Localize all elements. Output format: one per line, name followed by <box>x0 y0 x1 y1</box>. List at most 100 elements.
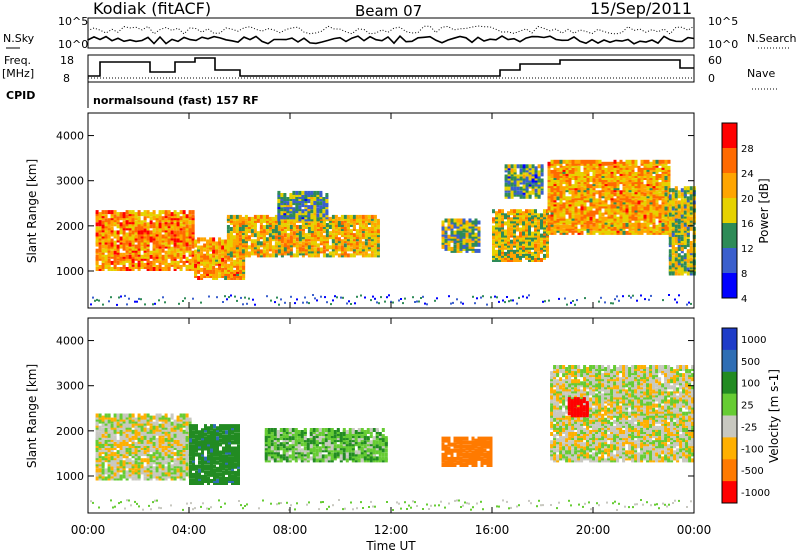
range-cell <box>607 178 611 183</box>
range-cell <box>137 236 141 241</box>
range-cell <box>589 184 593 189</box>
range-cell <box>110 240 114 245</box>
range-cell <box>658 159 662 164</box>
range-cell <box>649 230 653 235</box>
range-cell <box>221 253 225 258</box>
range-cell <box>595 208 599 213</box>
range-cell <box>203 253 207 258</box>
range-cell <box>125 470 129 475</box>
range-cell <box>104 258 108 263</box>
range-cell <box>604 172 608 176</box>
range-cell <box>547 188 551 193</box>
range-cell <box>146 427 150 432</box>
range-cell <box>125 435 129 440</box>
ground-scatter-cell <box>364 296 366 299</box>
range-cell <box>652 194 656 199</box>
range-cell <box>556 184 560 189</box>
range-cell <box>583 172 587 176</box>
range-cell <box>677 218 681 223</box>
range-cell <box>155 248 159 253</box>
range-cell <box>507 192 511 197</box>
range-cell <box>504 251 507 256</box>
range-cell <box>242 272 246 276</box>
range-cell <box>507 182 511 187</box>
range-cell <box>233 272 237 276</box>
range-cell <box>592 222 596 227</box>
range-cell <box>110 210 114 215</box>
range-cell <box>125 419 129 424</box>
range-cell <box>200 259 204 264</box>
range-cell <box>522 231 525 236</box>
ground-scatter-cell <box>360 294 362 297</box>
range-cell <box>229 241 233 246</box>
range-cell <box>116 458 120 463</box>
range-cell <box>540 190 544 195</box>
range-cell <box>173 238 177 243</box>
range-cell <box>247 229 251 234</box>
range-cell <box>580 159 584 164</box>
range-cell <box>238 237 242 242</box>
ground-scatter-cell <box>610 302 612 305</box>
range-cell <box>298 225 302 229</box>
range-cell <box>167 442 171 446</box>
range-cell <box>176 214 180 219</box>
range-cell <box>652 190 656 195</box>
range-cell <box>607 204 611 209</box>
nsky-traces <box>87 25 695 45</box>
ground-scatter-cell <box>436 297 438 300</box>
range-cell <box>507 223 510 228</box>
range-cell <box>292 241 296 246</box>
range-cell <box>134 427 138 432</box>
range-cell <box>149 415 153 420</box>
range-cell <box>346 247 350 252</box>
range-cell <box>137 226 141 231</box>
range-cell <box>110 431 114 436</box>
nsky-trace <box>87 35 695 45</box>
range-cell <box>540 245 543 250</box>
range-cell <box>158 232 162 237</box>
colorbar-tick-label: 4 <box>741 294 747 305</box>
range-cell <box>652 204 656 209</box>
range-cell <box>152 474 156 479</box>
range-cell <box>265 243 269 248</box>
range-cell <box>598 204 602 209</box>
range-cell <box>376 243 380 248</box>
range-cell <box>553 216 557 221</box>
range-cell <box>686 190 690 195</box>
range-cell <box>122 454 126 459</box>
range-cell <box>107 442 111 446</box>
range-cell <box>140 421 144 426</box>
range-cell <box>616 178 620 183</box>
range-cell <box>444 238 448 243</box>
range-cell <box>661 208 665 213</box>
range-cell <box>580 172 584 176</box>
ground-scatter-cell <box>502 299 504 302</box>
range-cell <box>543 225 546 230</box>
range-cell <box>628 210 632 215</box>
range-cell <box>155 468 159 473</box>
range-cell <box>671 243 675 248</box>
range-cell <box>574 222 578 227</box>
range-cell <box>197 237 201 242</box>
range-cell <box>116 454 120 459</box>
range-cell <box>227 265 231 270</box>
range-cell <box>625 204 629 209</box>
range-cell <box>562 212 566 217</box>
range-cell <box>98 232 102 237</box>
range-cell <box>367 235 371 240</box>
range-cell <box>519 237 522 242</box>
range-cell <box>537 258 540 262</box>
range-cell <box>616 210 620 215</box>
range-cell <box>571 222 575 227</box>
range-cell <box>649 206 653 211</box>
range-cell <box>559 184 563 189</box>
range-cell <box>610 190 614 195</box>
range-cell <box>686 253 690 258</box>
range-cell <box>498 231 501 236</box>
range-cell <box>646 172 650 176</box>
range-cell <box>250 239 254 244</box>
range-cell <box>631 230 635 235</box>
range-cell <box>116 415 120 420</box>
range-cell <box>583 190 587 195</box>
range-cell <box>595 222 599 227</box>
